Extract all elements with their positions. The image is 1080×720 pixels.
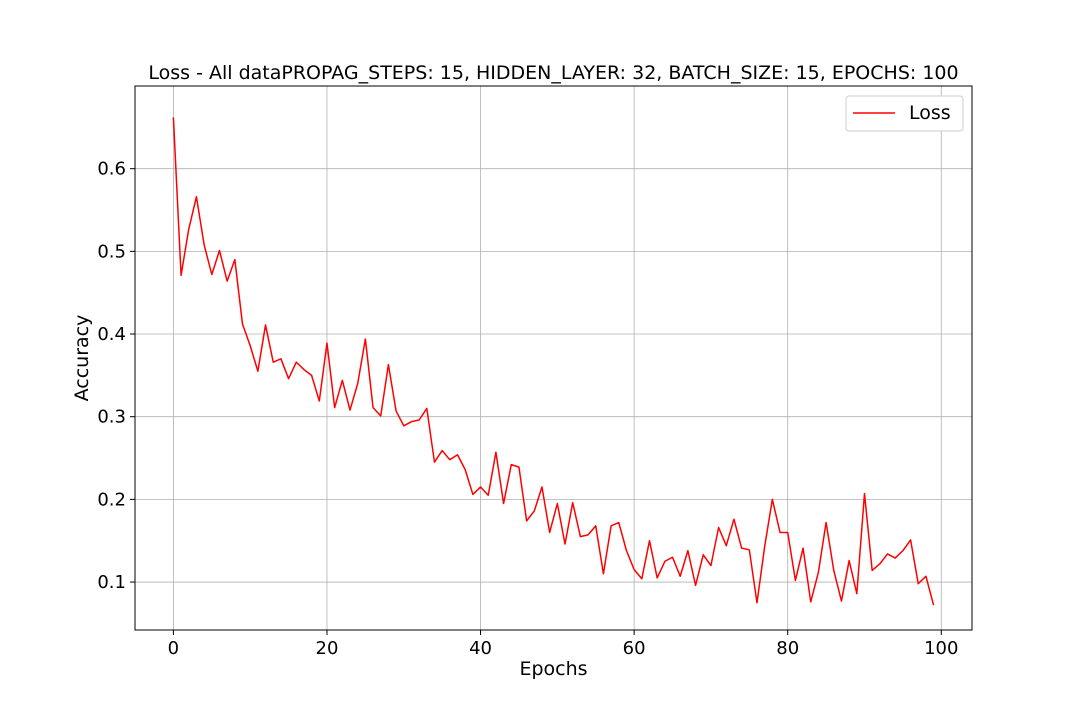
y-tick-label: 0.2 [97, 489, 126, 510]
x-tick-label: 40 [469, 638, 492, 659]
y-tick-label: 0.6 [97, 159, 126, 180]
series-line-loss [172, 117, 935, 606]
y-axis-label: Accuracy [71, 315, 93, 402]
plot-frame [134, 85, 973, 631]
legend: Loss [845, 95, 964, 132]
x-tick-label: 100 [924, 638, 958, 659]
grid-lines [135, 86, 972, 630]
x-tick-label: 80 [776, 638, 799, 659]
ticks-layer: 0 20 40 60 80 100 0.1 0.2 0.3 0.4 0.5 0.6 [97, 159, 958, 659]
legend-box [845, 95, 964, 132]
legend-label-loss: Loss [909, 102, 951, 124]
chart-title: Loss - All dataPROPAG_STEPS: 15, HIDDEN_… [148, 62, 958, 84]
x-tick-label: 60 [623, 638, 646, 659]
y-tick-label: 0.1 [97, 572, 126, 593]
x-tick-label: 0 [168, 638, 179, 659]
y-tick-label: 0.5 [97, 241, 126, 262]
x-tick-label: 20 [316, 638, 339, 659]
x-axis-label: Epochs [519, 658, 587, 680]
y-tick-label: 0.4 [97, 324, 126, 345]
y-tick-label: 0.3 [97, 407, 126, 428]
series-layer [172, 117, 935, 606]
